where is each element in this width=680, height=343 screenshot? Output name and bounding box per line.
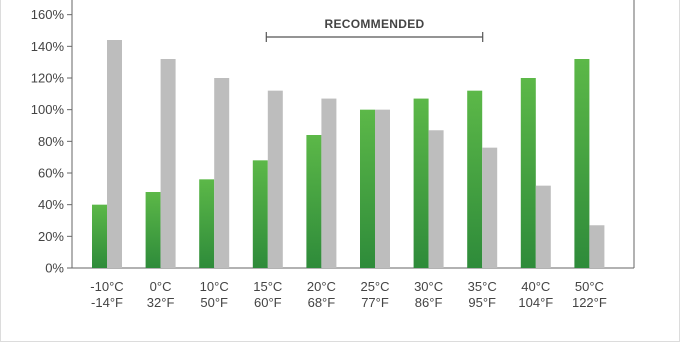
x-tick-label-celsius: 20°C [307,279,336,294]
bar-gray [267,90,283,269]
x-tick-label-fahrenheit: 68°F [308,295,336,310]
x-tick-label-celsius: 25°C [360,279,389,294]
x-tick-label-celsius: 50°C [575,279,604,294]
bar-green [252,160,268,268]
x-tick-label-celsius: 40°C [521,279,550,294]
y-tick-label: 40% [38,197,64,212]
bar-gray [214,78,230,268]
bar-green [520,78,536,268]
y-tick-label: 0% [45,261,64,276]
x-tick-label-celsius: 30°C [414,279,443,294]
bar-gray [589,225,605,268]
x-tick-label-celsius: 10°C [200,279,229,294]
x-tick-label-fahrenheit: 32°F [147,295,175,310]
x-tick-label-fahrenheit: 60°F [254,295,282,310]
bar-green [199,179,215,268]
chart-bars [92,40,605,269]
bar-green [574,59,590,268]
y-tick-label: 100% [31,102,65,117]
y-tick-label: 160% [31,7,65,22]
x-tick-label-celsius: 0°C [150,279,172,294]
bar-green [467,90,483,269]
x-axis-labels: -10°C-14°F 0°C32°F 10°C50°F 15°C60°F 20°C68°… [90,279,607,310]
x-tick-label-fahrenheit: 50°F [200,295,228,310]
x-tick-label-fahrenheit: -14°F [91,295,123,310]
bar-green [360,109,375,269]
bar-green [306,135,322,268]
y-tick-label: 80% [38,134,64,149]
bar-gray [107,40,122,268]
bar-gray [321,98,337,268]
x-tick-label-celsius: -10°C [90,279,123,294]
x-tick-label-fahrenheit: 104°F [518,295,553,310]
y-tick-label: 140% [31,39,65,54]
bar-gray [535,185,551,268]
bar-gray [160,59,176,268]
x-tick-label-fahrenheit: 77°F [361,295,389,310]
y-tick-label: 120% [31,71,65,86]
bar-gray [482,147,498,268]
bar-green [145,192,161,268]
x-tick-label-fahrenheit: 122°F [572,295,607,310]
bar-gray [428,130,444,268]
y-tick-label: 60% [38,166,64,181]
bar-gray [375,109,390,269]
y-tick-label: 20% [38,229,64,244]
bar-green [413,98,429,268]
x-tick-label-celsius: 15°C [253,279,282,294]
x-tick-label-fahrenheit: 95°F [468,295,496,310]
recommended-annotation: RECOMMENDED [265,17,484,42]
x-tick-label-celsius: 35°C [468,279,497,294]
y-axis-ticks: 0% 20% 40% 60% 80% 100% 120% 140% 160% [31,7,72,276]
recommended-label: RECOMMENDED [325,17,425,31]
x-tick-label-fahrenheit: 86°F [415,295,443,310]
bar-green [92,204,107,268]
